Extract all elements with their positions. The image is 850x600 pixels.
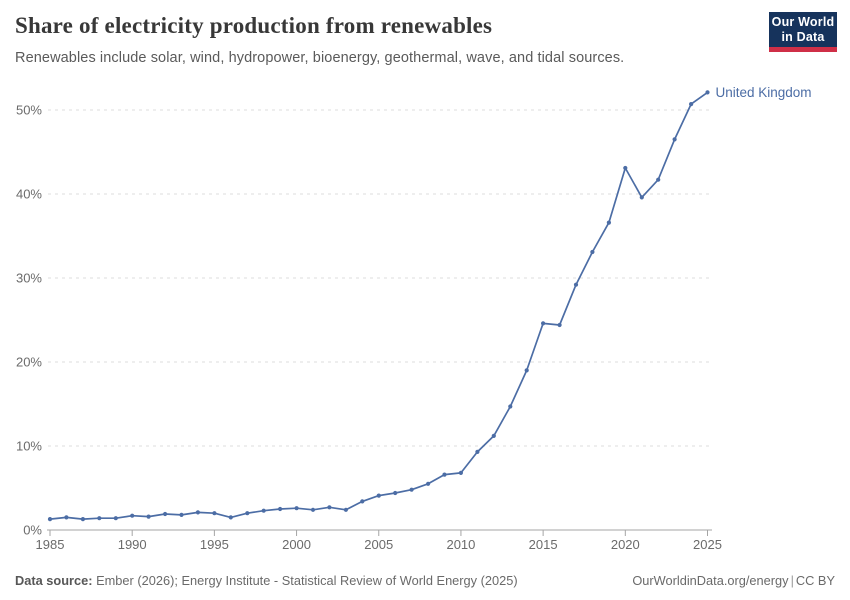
data-point-marker[interactable]: [590, 249, 595, 255]
data-point-marker[interactable]: [689, 102, 694, 107]
data-point-marker[interactable]: [146, 514, 151, 519]
data-source-text: Ember (2026); Energy Institute - Statist…: [96, 573, 518, 588]
data-point-marker[interactable]: [393, 490, 398, 496]
data-point-marker[interactable]: [656, 177, 661, 182]
license-label: CC BY: [795, 573, 835, 588]
data-point-marker[interactable]: [113, 516, 118, 521]
chart-subtitle: Renewables include solar, wind, hydropow…: [15, 50, 625, 66]
page-title: Share of electricity production from ren…: [15, 13, 493, 38]
chart-svg: 0% 10% 20% 30% 40% 50% 1985 1990 1995 2000 2005 201…: [16, 85, 812, 552]
data-point-marker[interactable]: [294, 506, 299, 511]
data-point-marker[interactable]: [475, 449, 480, 454]
data-point-marker[interactable]: [212, 511, 217, 516]
x-axis-tick-label: 2020: [611, 537, 640, 552]
series-line[interactable]: [49, 91, 709, 520]
data-point-marker[interactable]: [508, 404, 513, 409]
data-point-marker[interactable]: [179, 512, 184, 517]
data-point-marker[interactable]: [573, 282, 579, 287]
data-point-marker[interactable]: [80, 517, 85, 522]
x-axis-tick-label: 1990: [118, 537, 147, 552]
data-point-marker[interactable]: [705, 90, 710, 95]
x-axis-tick-label: 2025: [693, 537, 722, 552]
data-point-marker[interactable]: [327, 505, 332, 510]
x-axis-tick-label: 2005: [364, 537, 393, 552]
data-point-marker[interactable]: [541, 321, 546, 326]
data-point-marker[interactable]: [195, 510, 200, 515]
y-axis-tick-label: 20%: [16, 355, 42, 370]
data-point-marker[interactable]: [606, 220, 612, 225]
footer-attribution: OurWorldinData.org/energy | CC BY: [632, 573, 835, 588]
data-point-marker[interactable]: [409, 487, 414, 492]
x-axis-tick-label: 1985: [36, 537, 65, 552]
data-point-marker[interactable]: [376, 493, 381, 498]
owid-logo[interactable]: Our World in Data: [769, 12, 837, 52]
y-axis-tick-label: 30%: [16, 271, 42, 286]
data-point-marker[interactable]: [163, 511, 168, 517]
data-point-marker[interactable]: [360, 499, 365, 504]
data-point-marker[interactable]: [64, 515, 69, 520]
data-point-marker[interactable]: [261, 508, 266, 513]
data-point-marker[interactable]: [130, 513, 135, 518]
data-point-marker[interactable]: [343, 507, 348, 512]
x-axis-tick-label: 2000: [282, 537, 311, 552]
data-point-marker[interactable]: [623, 165, 628, 171]
y-axis-tick-label: 50%: [16, 103, 42, 118]
data-point-marker[interactable]: [672, 137, 677, 142]
data-point-marker[interactable]: [458, 470, 463, 475]
chart-footer: Data source: Ember (2026); Energy Instit…: [0, 573, 850, 588]
owid-url-link[interactable]: OurWorldinData.org/energy: [632, 573, 789, 588]
data-point-marker[interactable]: [524, 368, 529, 373]
data-point-marker[interactable]: [491, 433, 496, 438]
series-end-label[interactable]: United Kingdom: [716, 85, 812, 100]
data-point-marker[interactable]: [426, 481, 431, 486]
data-point-marker[interactable]: [639, 195, 644, 200]
y-axis-tick-label: 40%: [16, 187, 42, 202]
data-source-note: Data source: Ember (2026); Energy Instit…: [15, 573, 518, 588]
data-point-marker[interactable]: [245, 511, 250, 516]
data-point-marker[interactable]: [442, 472, 447, 477]
data-point-marker[interactable]: [228, 515, 233, 520]
data-point-marker[interactable]: [557, 322, 562, 328]
data-point-marker[interactable]: [278, 506, 283, 512]
data-point-marker[interactable]: [47, 517, 53, 522]
footer-separator: |: [790, 573, 794, 588]
x-axis-tick-label: 1995: [200, 537, 229, 552]
x-axis-tick-label: 2015: [529, 537, 558, 552]
owid-logo-line1: Our World: [771, 14, 835, 29]
data-source-label: Data source:: [15, 573, 93, 588]
y-axis-tick-label: 10%: [16, 439, 42, 454]
y-axis-tick-label: 0%: [23, 523, 42, 538]
x-axis-tick-label: 2010: [446, 537, 475, 552]
data-point-marker[interactable]: [97, 516, 102, 521]
owid-logo-line2: in Data: [781, 29, 825, 44]
data-point-marker[interactable]: [310, 507, 316, 512]
